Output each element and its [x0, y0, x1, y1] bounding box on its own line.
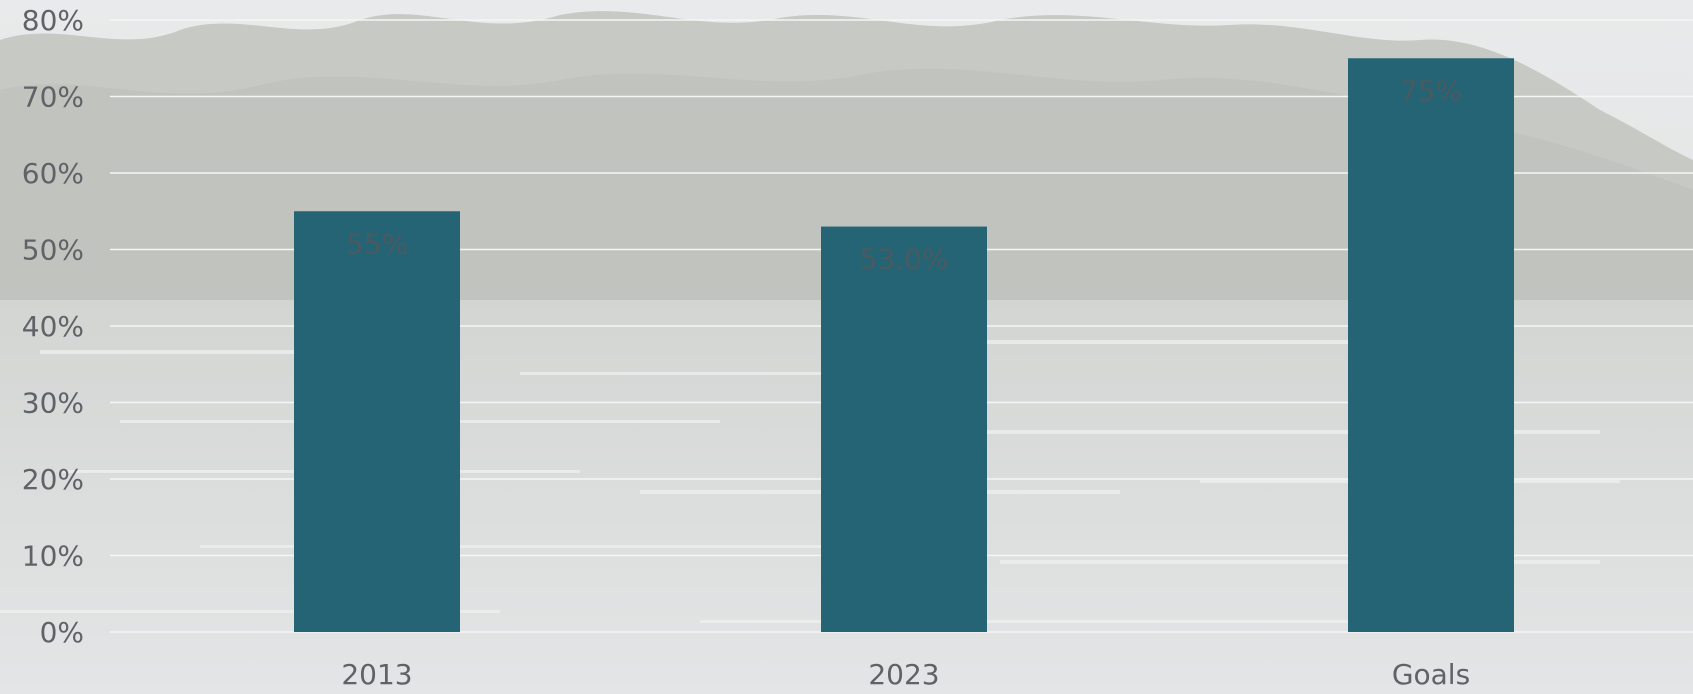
bar	[1348, 58, 1514, 632]
data-label: 75%	[1400, 74, 1462, 107]
x-tick-label: Goals	[1392, 658, 1470, 691]
bar	[821, 226, 987, 633]
y-tick-label: 20%	[22, 463, 84, 496]
y-tick-label: 60%	[22, 157, 84, 190]
data-label: 55%	[346, 227, 408, 260]
y-tick-label: 30%	[22, 387, 84, 420]
y-tick-label: 50%	[22, 234, 84, 267]
data-labels: 55% 53.0% 75%	[346, 74, 1462, 275]
y-tick-label: 0%	[40, 616, 84, 649]
y-tick-label: 40%	[22, 310, 84, 343]
y-axis-tick-labels: 0% 10% 20% 30% 40% 50% 60% 70% 80%	[22, 4, 84, 649]
y-tick-label: 10%	[22, 540, 84, 573]
y-tick-label: 80%	[22, 4, 84, 37]
x-axis-tick-labels: 2013 2023 Goals	[341, 658, 1470, 691]
data-label: 53.0%	[860, 243, 949, 276]
bar	[294, 211, 460, 632]
bars	[294, 58, 1514, 633]
x-tick-label: 2023	[868, 658, 939, 691]
x-tick-label: 2013	[341, 658, 412, 691]
y-tick-label: 70%	[22, 81, 84, 114]
